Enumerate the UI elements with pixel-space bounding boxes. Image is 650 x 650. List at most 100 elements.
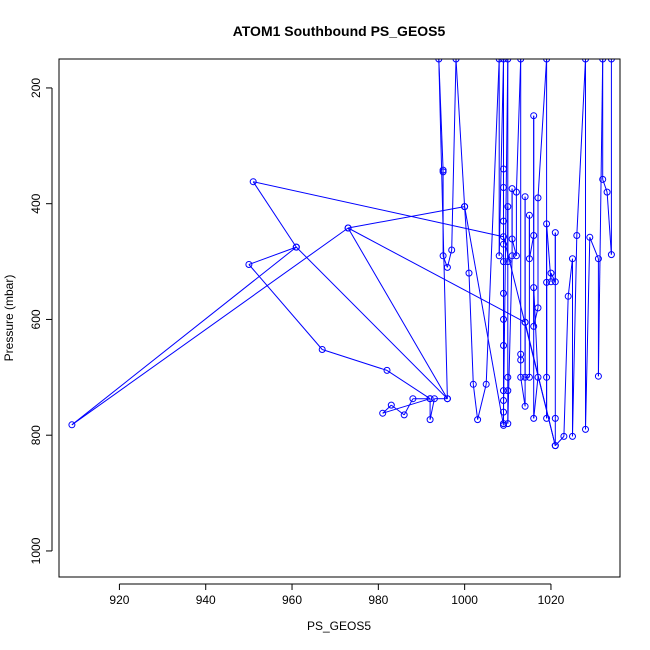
series-segment bbox=[572, 235, 578, 437]
series-segment bbox=[382, 404, 392, 414]
data-point bbox=[452, 59, 460, 63]
series-segment bbox=[597, 59, 604, 377]
data-point bbox=[525, 373, 533, 381]
data-point bbox=[543, 220, 551, 228]
series-segment bbox=[507, 255, 513, 424]
y-tick-label: 800 bbox=[29, 425, 43, 445]
data-point bbox=[500, 217, 507, 225]
series-segment bbox=[429, 398, 435, 420]
x-axis-label: PS_GEOS5 bbox=[307, 619, 371, 633]
data-point bbox=[547, 269, 555, 277]
data-point bbox=[530, 112, 538, 120]
data-point bbox=[543, 59, 551, 63]
series-segment bbox=[253, 181, 504, 238]
data-point bbox=[439, 166, 447, 174]
series-segment bbox=[322, 349, 388, 371]
series-segment bbox=[576, 59, 586, 236]
data-point bbox=[426, 416, 434, 424]
series-segment bbox=[563, 296, 569, 437]
data-point bbox=[517, 373, 525, 381]
data-point bbox=[525, 211, 533, 219]
data-point bbox=[599, 59, 607, 63]
data-point bbox=[474, 416, 482, 424]
series-segment bbox=[515, 59, 522, 193]
y-axis-label: Pressure (mbar) bbox=[2, 275, 16, 362]
data-point bbox=[521, 193, 529, 201]
series-segment bbox=[533, 287, 539, 378]
series-segment bbox=[537, 59, 548, 198]
series-segment bbox=[348, 206, 465, 229]
series-segment bbox=[498, 59, 504, 256]
data-point bbox=[508, 235, 516, 243]
series-segment bbox=[382, 398, 431, 414]
data-point bbox=[508, 252, 516, 260]
data-point bbox=[387, 401, 395, 409]
series-segment bbox=[546, 223, 552, 282]
series-segment bbox=[248, 246, 297, 265]
data-point bbox=[551, 229, 559, 237]
data-point bbox=[521, 373, 529, 381]
x-tick-label: 920 bbox=[109, 593, 129, 607]
data-point bbox=[521, 318, 529, 326]
data-point bbox=[547, 278, 555, 286]
data-point bbox=[249, 178, 257, 186]
data-point bbox=[551, 278, 559, 286]
series-segment bbox=[295, 246, 448, 400]
data-point bbox=[465, 269, 473, 277]
data-point bbox=[500, 59, 507, 63]
y-tick-label: 400 bbox=[29, 193, 43, 213]
data-point bbox=[500, 342, 507, 349]
data-point bbox=[599, 175, 607, 183]
data-point bbox=[607, 251, 615, 259]
data-point bbox=[504, 373, 512, 381]
data-point bbox=[569, 255, 576, 263]
series-segment bbox=[472, 384, 479, 420]
data-point bbox=[500, 397, 507, 404]
y-tick-label: 200 bbox=[29, 78, 43, 98]
data-point bbox=[504, 258, 512, 266]
data-point bbox=[582, 59, 589, 63]
data-point bbox=[500, 184, 507, 191]
data-point bbox=[586, 233, 594, 241]
series-segment bbox=[438, 59, 448, 399]
data-point bbox=[534, 304, 542, 312]
y-axis: 200 400 600 800 1000 bbox=[29, 78, 53, 564]
series-segment bbox=[550, 272, 556, 283]
x-tick-label: 980 bbox=[368, 593, 388, 607]
data-point bbox=[383, 366, 391, 374]
data-point bbox=[500, 421, 507, 429]
data-point bbox=[430, 395, 438, 403]
data-point bbox=[512, 188, 520, 196]
data-point bbox=[607, 59, 615, 63]
x-tick-label: 960 bbox=[282, 593, 302, 607]
data-point bbox=[400, 411, 408, 419]
series-segment bbox=[347, 227, 526, 323]
data-point bbox=[564, 292, 572, 300]
data-point bbox=[245, 261, 253, 268]
y-tick-label: 1000 bbox=[29, 537, 43, 564]
data-point bbox=[448, 246, 456, 254]
data-point bbox=[443, 263, 451, 271]
series-segment bbox=[533, 377, 539, 419]
data-point bbox=[569, 432, 576, 440]
plot-frame bbox=[58, 58, 621, 578]
series-segment bbox=[589, 237, 599, 259]
data-point bbox=[582, 425, 589, 433]
data-point bbox=[543, 278, 551, 286]
data-point bbox=[500, 258, 507, 266]
x-axis: 920 940 960 980 1000 1020 bbox=[109, 583, 565, 607]
series-segment bbox=[468, 273, 474, 385]
data-point bbox=[594, 255, 602, 263]
series-segment bbox=[451, 59, 457, 251]
data-point bbox=[530, 414, 538, 422]
data-point bbox=[461, 203, 469, 211]
data-point bbox=[573, 232, 581, 239]
data-point bbox=[292, 243, 300, 251]
data-point bbox=[504, 59, 512, 63]
series-segment bbox=[485, 59, 500, 385]
data-point bbox=[318, 346, 326, 353]
data-point bbox=[543, 414, 551, 422]
series-segment bbox=[252, 181, 297, 248]
series-segment bbox=[606, 192, 612, 255]
series-segment bbox=[528, 235, 535, 259]
